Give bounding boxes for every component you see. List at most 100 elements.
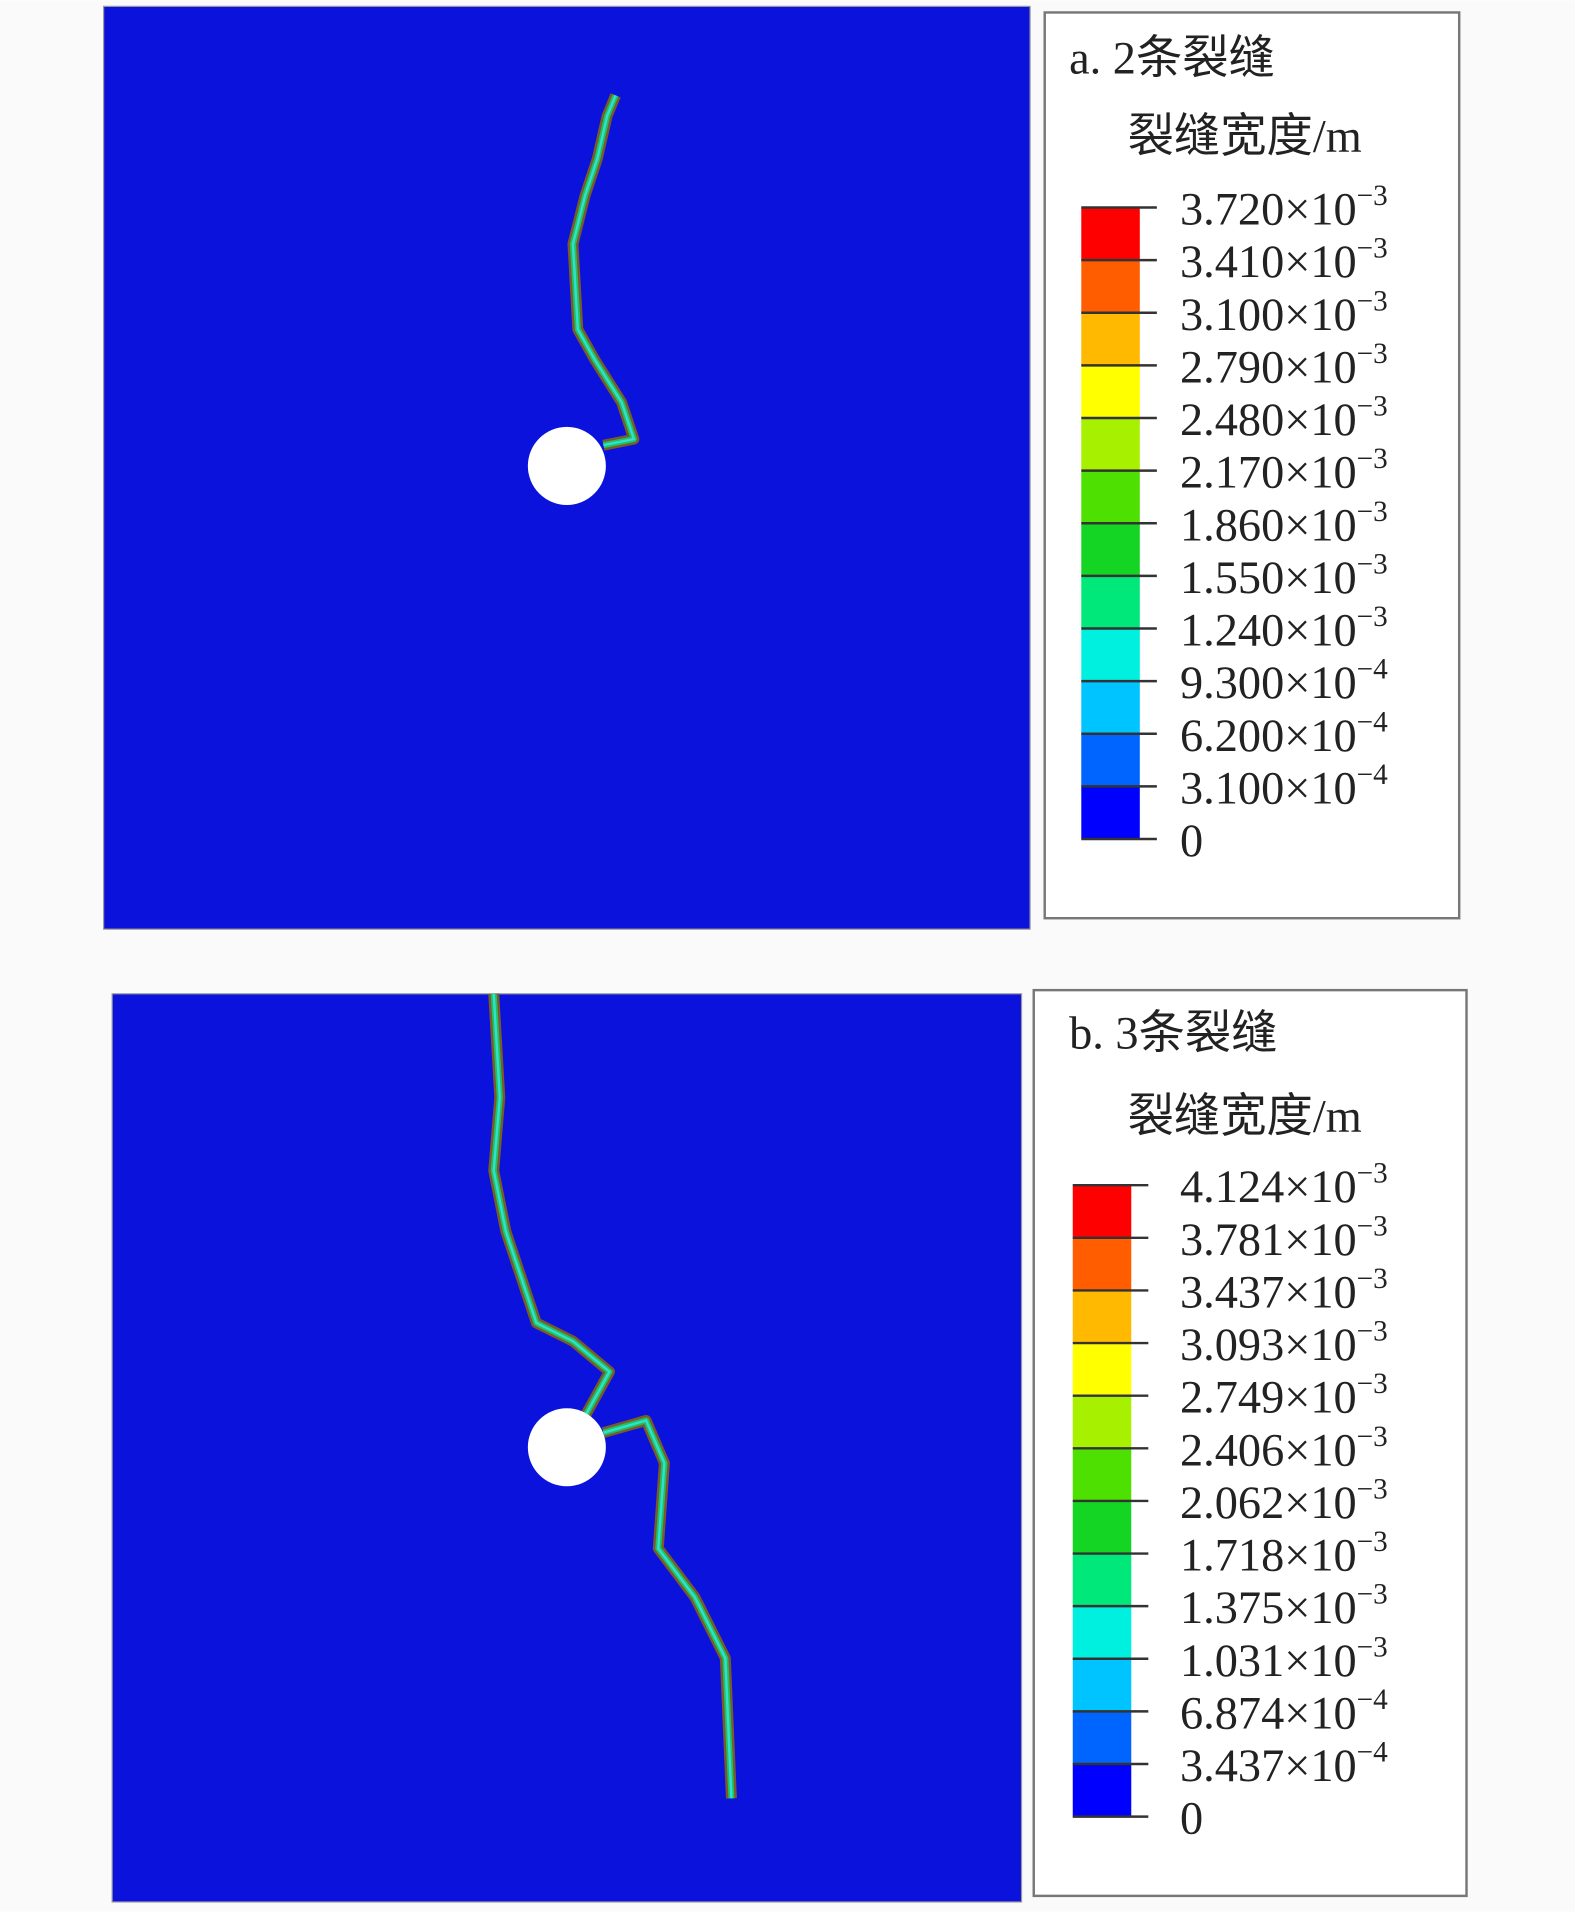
legend-label: 2.749×10−3 [1180,1368,1388,1424]
color-band [1072,1658,1132,1712]
color-band [1072,1553,1132,1607]
color-band [1072,1711,1132,1765]
legend-label: 0 [1180,1794,1203,1845]
color-band [1081,681,1140,734]
legend-label: 3.410×10−3 [1180,233,1388,289]
legend-label: 3.720×10−3 [1180,180,1388,236]
label-base: 1.240×10 [1180,606,1357,657]
wellbore [527,1408,606,1487]
color-band [1072,1395,1132,1449]
label-base: 0 [1180,1794,1203,1845]
legend-label: 1.375×10−3 [1180,1579,1388,1635]
label-base: 6.874×10 [1180,1688,1357,1739]
legend-label: 3.437×10−3 [1180,1263,1388,1319]
color-band [1081,365,1140,418]
label-exponent: −3 [1357,338,1388,370]
legend-label: 1.718×10−3 [1180,1526,1388,1582]
label-base: 1.718×10 [1180,1531,1357,1582]
color-band [1081,470,1140,524]
label-exponent: −3 [1357,1210,1388,1242]
color-band [1081,523,1140,576]
legend-label: 2.480×10−3 [1180,391,1388,447]
label-base: 3.437×10 [1180,1741,1357,1792]
label-exponent: −4 [1357,1684,1388,1716]
legend-label: 2.170×10−3 [1180,443,1388,499]
label-exponent: −3 [1357,233,1388,265]
label-base: 3.100×10 [1180,290,1357,341]
label-base: 2.406×10 [1180,1425,1357,1476]
legend-label: 1.550×10−3 [1180,548,1388,604]
color-band [1072,1290,1132,1344]
legend-label: 6.874×10−4 [1180,1684,1388,1740]
legend-panel-title: b. 3条裂缝 [1069,1009,1277,1060]
legend-label: 6.200×10−4 [1180,706,1388,762]
label-exponent: −3 [1357,1368,1388,1400]
label-exponent: −4 [1357,1737,1388,1769]
legend-label: 3.100×10−3 [1180,285,1388,341]
label-base: 1.031×10 [1180,1636,1357,1687]
legend-label: 1.031×10−3 [1180,1631,1388,1687]
label-base: 4.124×10 [1180,1162,1357,1213]
label-base: 2.790×10 [1180,342,1357,393]
legend-label: 3.781×10−3 [1180,1210,1388,1266]
legend-label: 0 [1180,816,1203,867]
label-base: 3.093×10 [1180,1320,1357,1371]
label-exponent: −3 [1357,1316,1388,1348]
color-band [1081,628,1140,682]
legend-label: 2.062×10−3 [1180,1473,1388,1529]
label-exponent: −3 [1357,601,1388,633]
legend-label: 9.300×10−4 [1180,654,1388,710]
legend-label: 3.100×10−4 [1180,759,1388,815]
color-band [1081,312,1140,366]
label-exponent: −3 [1357,1473,1388,1505]
legend-label: 4.124×10−3 [1180,1158,1388,1214]
color-band [1081,786,1140,839]
color-band [1072,1606,1132,1659]
legend-title: 裂缝宽度/m [1128,1092,1362,1143]
color-band [1072,1764,1132,1817]
label-exponent: −3 [1357,548,1388,580]
label-exponent: −3 [1357,1421,1388,1453]
color-band [1072,1448,1132,1501]
color-band [1072,1343,1132,1396]
label-base: 1.860×10 [1180,500,1357,551]
label-exponent: −3 [1357,443,1388,475]
label-exponent: −3 [1357,1526,1388,1558]
legend-panel-title: a. 2条裂缝 [1069,33,1275,84]
color-band [1072,1185,1132,1238]
label-exponent: −3 [1357,391,1388,423]
crack-core [492,993,612,1422]
label-base: 2.480×10 [1180,395,1357,446]
label-base: 9.300×10 [1180,658,1357,709]
label-exponent: −4 [1357,706,1388,738]
color-band [1072,1237,1132,1291]
color-band [1081,575,1140,629]
label-base: 0 [1180,816,1203,867]
crack-core [603,1418,733,1799]
label-base: 3.410×10 [1180,237,1357,288]
label-base: 2.170×10 [1180,448,1357,499]
legend-label: 1.860×10−3 [1180,496,1388,552]
color-band [1081,260,1140,313]
label-exponent: −3 [1357,180,1388,212]
legend-title: 裂缝宽度/m [1128,111,1362,162]
legend-label: 3.093×10−3 [1180,1316,1388,1372]
label-base: 1.550×10 [1180,553,1357,604]
label-base: 2.062×10 [1180,1478,1357,1529]
label-exponent: −3 [1357,1631,1388,1663]
color-band [1072,1500,1132,1554]
color-band [1081,207,1140,261]
color-band [1081,733,1140,787]
label-exponent: −3 [1357,285,1388,317]
label-base: 3.437×10 [1180,1267,1357,1318]
label-base: 6.200×10 [1180,711,1357,762]
label-exponent: −3 [1357,1263,1388,1295]
legend-label: 1.240×10−3 [1180,601,1388,657]
label-exponent: −3 [1357,1158,1388,1190]
wellbore [527,426,606,505]
label-exponent: −4 [1357,654,1388,686]
legend-label: 2.790×10−3 [1180,338,1388,394]
label-base: 3.720×10 [1180,185,1357,236]
color-band [1081,417,1140,471]
